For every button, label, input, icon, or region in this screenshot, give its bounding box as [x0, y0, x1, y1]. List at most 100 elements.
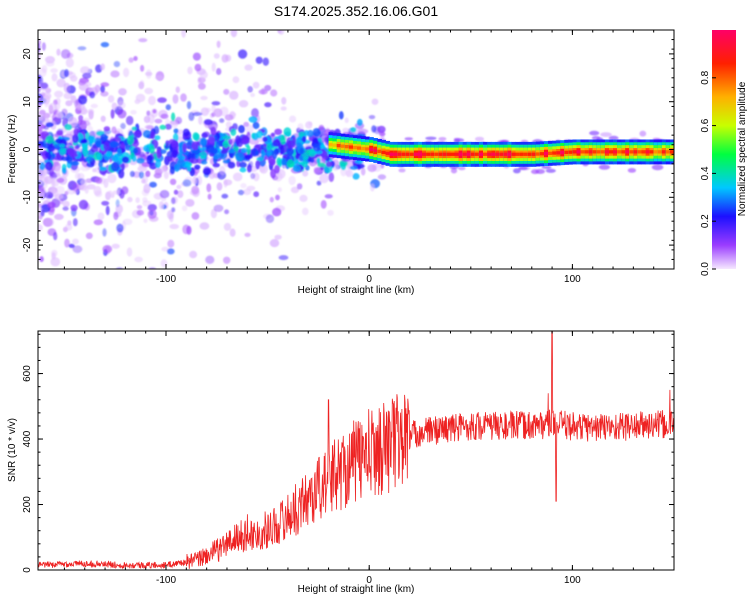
heatmap-cell: [281, 97, 287, 105]
heatmap-cell: [147, 204, 157, 212]
heatmap-cell: [280, 135, 286, 145]
heatmap-cell: [54, 90, 64, 98]
ridge-cell: [669, 150, 674, 154]
ridge-cell: [641, 150, 647, 154]
snr-ytick-label: 200: [22, 496, 33, 513]
heatmap-cell: [80, 66, 90, 75]
heatmap-cell: [171, 112, 176, 122]
ridge-cell: [564, 150, 569, 154]
heatmap-cell: [213, 53, 220, 59]
heatmap-cell: [173, 189, 179, 195]
heatmap-cell: [88, 131, 97, 137]
heatmap-cell: [65, 223, 73, 231]
heatmap-cell: [63, 92, 73, 100]
heatmap-cell: [192, 176, 197, 185]
heatmap-cell: [244, 232, 251, 237]
heatmap-cell: [51, 249, 58, 257]
heatmap-cell: [203, 119, 213, 126]
heatmap-cell: [115, 267, 124, 269]
heatmap-cell: [342, 127, 350, 134]
heatmap-cell: [143, 218, 148, 223]
heatmap-cell: [82, 147, 89, 158]
ridge-cell: [515, 152, 521, 156]
heatmap-cell: [128, 57, 134, 63]
heatmap-cell: [111, 102, 118, 110]
heatmap-cell: [166, 293, 172, 298]
heatmap-cell: [171, 197, 176, 205]
heatmap-cell: [160, 113, 169, 120]
heatmap-cell: [322, 150, 328, 160]
ridge-cell: [450, 152, 456, 156]
heatmap-cell: [228, 148, 236, 154]
heatmap-cell: [296, 183, 303, 190]
ridge-cell: [674, 140, 679, 165]
ridge-cell: [592, 150, 598, 154]
ridge-cell: [609, 150, 614, 154]
heatmap-cell: [100, 42, 110, 48]
ridge-cell: [645, 150, 651, 154]
ridge-cell: [674, 148, 679, 156]
heatmap-cell: [105, 276, 110, 282]
heatmap-cell: [138, 171, 145, 179]
heatmap-cell: [211, 62, 216, 72]
heatmap-cell: [250, 92, 256, 98]
ridge-cell: [674, 145, 679, 158]
heatmap-cell: [224, 209, 230, 215]
heatmap-cell: [80, 178, 87, 188]
heatmap-cell: [425, 136, 437, 140]
heatmap-cell: [54, 213, 64, 220]
heatmap-cell: [192, 112, 203, 116]
heatmap-cell: [275, 194, 280, 201]
heatmap-cell: [90, 103, 99, 109]
heatmap-cell: [62, 200, 70, 208]
heatmap-cell: [278, 30, 285, 35]
heatmap-cell: [129, 18, 139, 24]
ridge-cell: [568, 150, 573, 154]
ridge-cell: [446, 152, 451, 156]
heatmap-cell: [453, 137, 461, 141]
heatmap-cell: [159, 149, 167, 155]
heatmap-cell: [86, 184, 96, 190]
heatmap-cell: [154, 118, 163, 124]
heatmap-cell: [121, 156, 130, 164]
heatmap-cell: [211, 101, 221, 106]
ridge-cell: [438, 152, 443, 156]
heatmap-cell: [187, 66, 193, 75]
heatmap-cell: [50, 318, 55, 322]
heatmap-cell: [232, 172, 243, 182]
heatmap-cell: [155, 158, 162, 169]
heatmap-cell: [76, 102, 85, 111]
heatmap-cell: [42, 288, 48, 298]
heatmap-cell: [34, 286, 44, 293]
heatmap-cell: [107, 190, 113, 195]
heatmap-cell: [277, 187, 282, 193]
heatmap-cell: [186, 283, 196, 291]
colorbar-tick-label: 0.6: [700, 118, 711, 132]
heatmap-cell: [222, 135, 231, 140]
heatmap-cell: [290, 186, 300, 194]
heatmap-cell: [44, 191, 54, 199]
heatmap-cell: [156, 148, 161, 159]
ridge-cell: [572, 150, 577, 154]
heatmap-cell: [198, 82, 206, 90]
heatmap-cell: [87, 126, 94, 132]
heatmap-cell: [149, 145, 155, 154]
heatmap-cell: [216, 182, 223, 191]
heatmap-cell: [244, 154, 253, 160]
heatmap-cell: [51, 73, 58, 82]
heatmap-cell: [202, 168, 212, 176]
heatmap-cell: [250, 172, 256, 180]
heatmap-cell: [161, 246, 169, 252]
heatmap-cell: [56, 48, 61, 56]
heatmap-cell: [513, 168, 521, 174]
heatmap-cell: [252, 121, 260, 130]
heatmap-cell: [360, 167, 366, 176]
heatmap-cell: [225, 54, 232, 62]
heatmap-cell: [134, 256, 143, 263]
heatmap-cell: [229, 90, 239, 100]
ridge-cell: [401, 152, 407, 156]
heatmap-cell: [173, 128, 179, 134]
heatmap-cell: [127, 196, 133, 203]
heatmap-cell: [207, 193, 212, 200]
